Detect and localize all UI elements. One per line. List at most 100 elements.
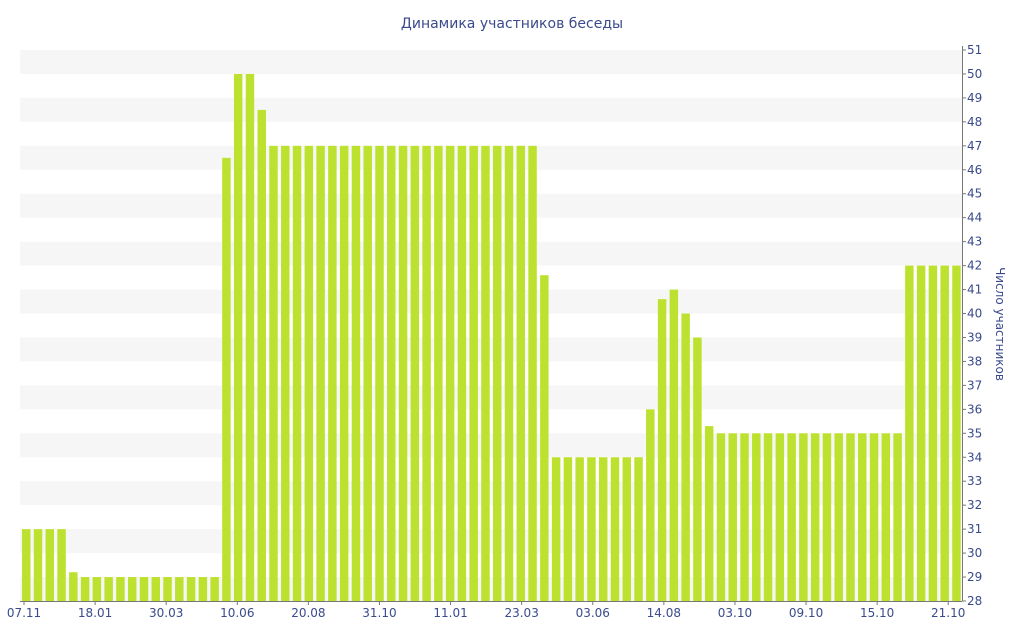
x-tick-label: 15.10 (860, 606, 894, 620)
grid-band (20, 50, 962, 74)
y-tick-label: 36 (967, 402, 982, 416)
bar (104, 577, 113, 601)
x-tick-label: 21.10 (931, 606, 965, 620)
bar (869, 433, 879, 601)
bar (233, 73, 243, 601)
x-tick-label: 03.06 (576, 606, 610, 620)
bar (575, 457, 584, 601)
y-tick-label: 40 (967, 307, 982, 321)
bar (752, 433, 761, 601)
bar (598, 457, 608, 601)
bar (339, 145, 349, 601)
bar (304, 145, 314, 601)
bar (33, 529, 43, 601)
bar (328, 145, 337, 601)
bar (634, 457, 643, 601)
bar (704, 426, 714, 601)
y-tick-label: 38 (967, 354, 982, 368)
bar (257, 109, 266, 602)
bar (728, 433, 737, 601)
bar (646, 409, 655, 601)
bar (198, 577, 208, 601)
bar (316, 145, 325, 601)
bar (681, 313, 690, 601)
x-tick-label: 14.08 (647, 606, 681, 620)
bar (210, 577, 219, 601)
x-tick-label: 11.01 (433, 606, 467, 620)
y-tick-label: 29 (967, 570, 982, 584)
y-tick-label: 42 (967, 259, 982, 273)
bar (116, 577, 125, 601)
y-tick-label: 45 (967, 187, 982, 201)
bar (292, 145, 302, 601)
bar (481, 145, 490, 601)
bars (22, 73, 961, 602)
bar (387, 145, 396, 601)
bar (893, 433, 902, 601)
y-tick-label: 34 (967, 450, 982, 464)
bar (457, 145, 467, 601)
x-tick-label: 18.01 (78, 606, 112, 620)
y-tick-label: 48 (967, 115, 982, 129)
bar (445, 145, 455, 601)
grid-band (20, 481, 962, 506)
bar (799, 433, 808, 601)
bar (175, 577, 184, 601)
bar (80, 577, 90, 601)
bar (410, 145, 420, 601)
bar (398, 145, 408, 601)
bar (822, 433, 832, 601)
y-tick-label: 30 (967, 546, 982, 560)
bar (516, 145, 526, 601)
y-tick-label: 49 (967, 91, 982, 105)
bar (375, 145, 384, 601)
bar (163, 577, 172, 601)
bar (351, 145, 361, 601)
bar (222, 157, 231, 601)
grid-band (20, 577, 962, 601)
y-tick-label: 47 (967, 139, 982, 153)
bar (657, 299, 667, 601)
y-tick-label: 35 (967, 426, 982, 440)
grid-band (20, 337, 962, 362)
bar (151, 577, 161, 601)
grid-band (20, 433, 962, 458)
bar (434, 145, 443, 601)
bar (693, 337, 702, 601)
bar (905, 265, 914, 601)
grid-band (20, 289, 962, 314)
bar (269, 145, 278, 601)
bar (846, 433, 855, 601)
grid-band (20, 241, 962, 266)
grid-band (20, 529, 962, 554)
bar (422, 145, 431, 601)
bar (92, 577, 102, 601)
y-ticks: 28 29 30 31 32 33 34 35 36 37 38 39 40 41 42 43 44 45 46 47… (962, 43, 982, 608)
y-tick-label: 32 (967, 498, 982, 512)
bar (551, 457, 561, 601)
y-tick-label: 37 (967, 378, 982, 392)
bar (281, 145, 290, 601)
bar (245, 73, 255, 601)
bar (610, 457, 620, 601)
y-tick-label: 33 (967, 474, 982, 488)
x-tick-label: 10.06 (220, 606, 254, 620)
bar (858, 433, 867, 601)
bar (469, 145, 478, 601)
bar (139, 577, 149, 601)
bar (775, 433, 785, 601)
chart-title: Динамика участников беседы (401, 16, 623, 32)
y-tick-label: 28 (967, 594, 982, 608)
y-tick-label: 43 (967, 235, 982, 249)
y-tick-label: 46 (967, 163, 982, 177)
bar (669, 289, 679, 601)
x-tick-label: 09.10 (789, 606, 823, 620)
y-tick-label: 44 (967, 211, 982, 225)
bar (834, 433, 843, 601)
bar (952, 265, 961, 601)
bar (716, 433, 726, 601)
y-tick-label: 50 (967, 67, 982, 81)
grid-bands (20, 50, 962, 601)
